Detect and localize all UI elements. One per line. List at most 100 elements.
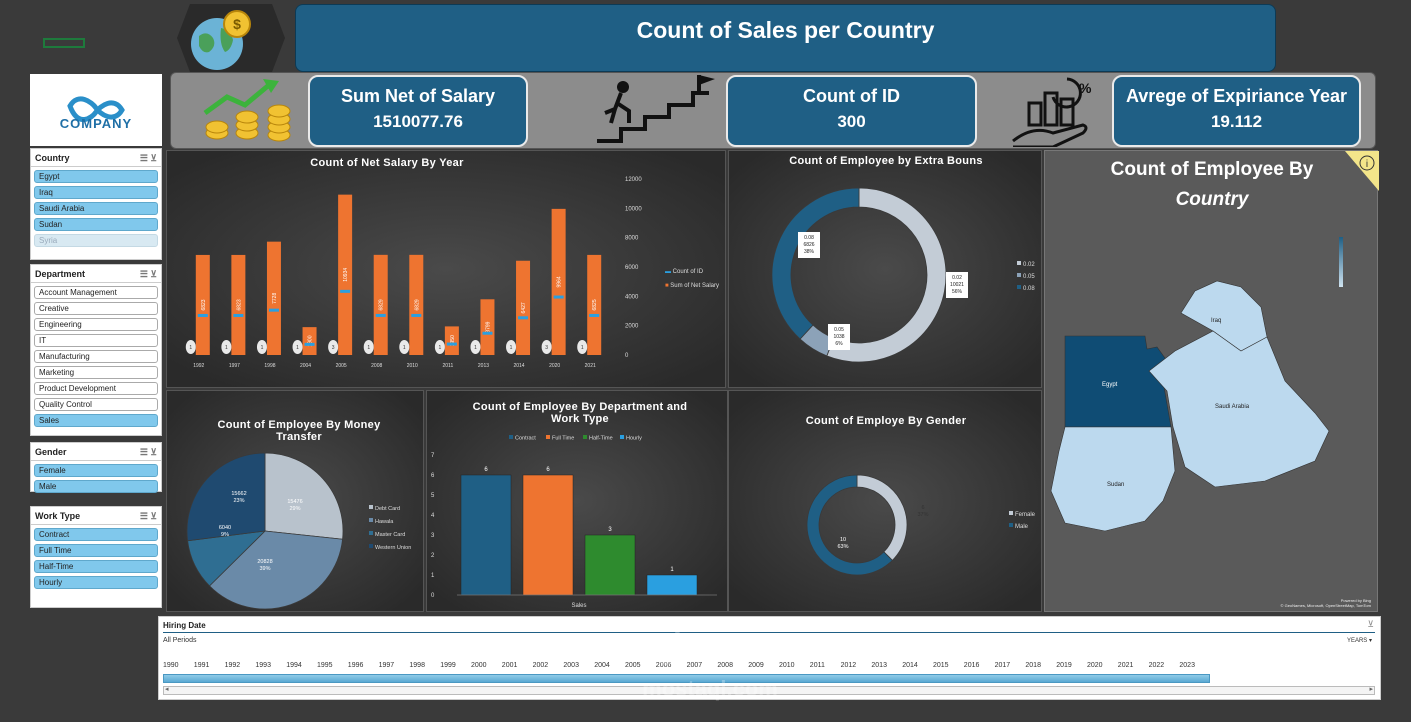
timeline-year[interactable]: 1997: [378, 662, 395, 669]
multi-select-icon[interactable]: ☰ ⊻: [139, 511, 157, 521]
slicer-item[interactable]: Creative: [34, 302, 158, 315]
slicer-item[interactable]: Account Management: [34, 286, 158, 299]
timeline-year[interactable]: 2004: [594, 662, 610, 669]
clear-filter-icon[interactable]: ⊻: [1367, 619, 1374, 629]
timeline-year[interactable]: 2006: [655, 662, 672, 669]
country-map[interactable]: Count of Employee By Country i Iraq Egyp…: [1044, 150, 1379, 612]
info-icon[interactable]: i: [1345, 151, 1379, 193]
count-marker: [518, 316, 529, 320]
bar-data-label: 7728: [272, 293, 278, 304]
slicer-item-female[interactable]: Female: [34, 464, 158, 477]
timeline-scrollbar[interactable]: ◂ ▸: [163, 686, 1375, 695]
legend-swatch: [1017, 261, 1021, 265]
timeline-year[interactable]: 1993: [255, 662, 271, 669]
slicer-item[interactable]: Engineering: [34, 318, 158, 331]
timeline-year[interactable]: 2017: [994, 662, 1011, 669]
legend-label: Sum of Net Salary: [670, 283, 719, 289]
timeline-year[interactable]: 2015: [933, 662, 949, 669]
selected-cell[interactable]: [43, 38, 85, 48]
clear-filter-icon[interactable]: ☰ ⊻: [139, 269, 157, 279]
slicer-item-sales[interactable]: Sales: [34, 414, 158, 427]
slicer-item-contract[interactable]: Contract: [34, 528, 158, 541]
y-tick-label: 6000: [625, 265, 639, 271]
gender-slicer: Gender ☰ ⊻ Female Male: [30, 442, 162, 493]
kpi-strip: Sum Net of Salary 1510077.76 Count of ID…: [170, 72, 1376, 149]
timeline-year[interactable]: 2021: [1117, 662, 1134, 669]
slicer-item[interactable]: IT: [34, 334, 158, 347]
multi-select-icon[interactable]: ☰ ⊻: [139, 153, 157, 163]
timeline-year[interactable]: 2001: [501, 662, 518, 669]
slicer-item-male[interactable]: Male: [34, 480, 158, 493]
timeline-year[interactable]: 2010: [779, 662, 795, 669]
slice-male: [806, 474, 893, 576]
timeline-year[interactable]: 2005: [625, 662, 641, 669]
extra-bonus-donut-chart[interactable]: Count of Employee by Extra Bouns 0.02 100…: [728, 150, 1042, 388]
slice-western-union: [186, 452, 266, 542]
timeline-year[interactable]: 2002: [532, 662, 549, 669]
timeline-year[interactable]: 2018: [1025, 662, 1041, 669]
timeline-year[interactable]: 1996: [347, 662, 364, 669]
gender-donut-chart[interactable]: Count of Employe By Gender 6 37% Female 10 6…: [728, 390, 1042, 612]
slicer-item-sudan[interactable]: Sudan: [34, 218, 158, 231]
slicer-item[interactable]: Manufacturing: [34, 350, 158, 363]
bar-net-salary: [231, 254, 246, 355]
timeline-year[interactable]: 1991: [193, 662, 210, 669]
slicer-item-full-time[interactable]: Full Time: [34, 544, 158, 557]
legend-swatch: [1017, 285, 1021, 289]
timeline-year[interactable]: 1992: [224, 662, 241, 669]
slicer-item-hourly[interactable]: Hourly: [34, 576, 158, 589]
slicer-item[interactable]: Quality Control: [34, 398, 158, 411]
page-title: Count of Sales per Country: [295, 4, 1276, 72]
net-salary-by-year-chart[interactable]: Count of Net Salary By Year 0 2000 4000 600…: [166, 150, 726, 388]
money-transfer-pie-chart[interactable]: Count of Employee By Money Transfer 1547…: [166, 390, 424, 612]
count-label: 1: [225, 345, 228, 351]
timeline-year[interactable]: 2020: [1087, 662, 1103, 669]
legend-label: 0.02: [1023, 262, 1035, 268]
slicer-header: Gender ☰ ⊻: [31, 443, 161, 461]
timeline-year[interactable]: 2011: [809, 662, 825, 669]
x-tick-label: 2005: [336, 363, 347, 369]
department-worktype-bar-chart[interactable]: Count of Employee By Department and Work…: [426, 390, 728, 612]
timeline-year[interactable]: 2019: [1056, 662, 1072, 669]
slice-debt-card: [264, 452, 344, 540]
slicer-item-syria[interactable]: Syria: [34, 234, 158, 247]
timeline-year[interactable]: 2014: [902, 662, 918, 669]
timeline-year[interactable]: 2016: [963, 662, 980, 669]
slicer-item-half-time[interactable]: Half-Time: [34, 560, 158, 573]
data-label-pct: 23%: [233, 498, 244, 504]
timeline-bar[interactable]: [163, 674, 1210, 683]
slice-0-08: [771, 187, 860, 340]
timeline-year[interactable]: 1998: [409, 662, 425, 669]
timeline-year[interactable]: 2022: [1148, 662, 1165, 669]
timeline-year[interactable]: 2003: [563, 662, 579, 669]
data-label-value: 20828: [257, 559, 272, 565]
hiring-date-timeline[interactable]: Hiring Date ⊻ All Periods YEARS ▾ 1990 19…: [158, 616, 1381, 700]
slicer-item-iraq[interactable]: Iraq: [34, 186, 158, 199]
timeline-year[interactable]: 2012: [840, 662, 857, 669]
timeline-unit-select[interactable]: YEARS ▾: [1346, 638, 1372, 644]
timeline-year[interactable]: 2000: [471, 662, 487, 669]
y-tick-label: 7: [431, 453, 435, 459]
timeline-year[interactable]: 1990: [163, 662, 179, 669]
y-tick-label: 1: [431, 573, 435, 579]
y-tick-label: 4: [431, 513, 435, 519]
slicer-item[interactable]: Product Development: [34, 382, 158, 395]
legend-label: Hourly: [626, 436, 642, 442]
slicer-item-egypt[interactable]: Egypt: [34, 170, 158, 183]
scroll-left-icon[interactable]: ◂: [165, 686, 169, 693]
scroll-right-icon[interactable]: ▸: [1369, 686, 1373, 693]
y-tick-label: 2: [431, 553, 435, 559]
timeline-year[interactable]: 2009: [748, 662, 764, 669]
timeline-year[interactable]: 1994: [286, 662, 302, 669]
timeline-year[interactable]: 2008: [717, 662, 733, 669]
timeline-year[interactable]: 1995: [317, 662, 333, 669]
multi-select-icon[interactable]: ☰ ⊻: [139, 447, 157, 457]
timeline-year[interactable]: 1999: [440, 662, 456, 669]
timeline-year[interactable]: 2007: [686, 662, 703, 669]
count-bubble: [399, 340, 410, 354]
slicer-item-saudi-arabia[interactable]: Saudi Arabia: [34, 202, 158, 215]
chart-hand-icon: %: [1012, 77, 1092, 147]
timeline-year[interactable]: 2013: [871, 662, 887, 669]
slicer-item[interactable]: Marketing: [34, 366, 158, 379]
timeline-year[interactable]: 2023: [1179, 662, 1195, 669]
